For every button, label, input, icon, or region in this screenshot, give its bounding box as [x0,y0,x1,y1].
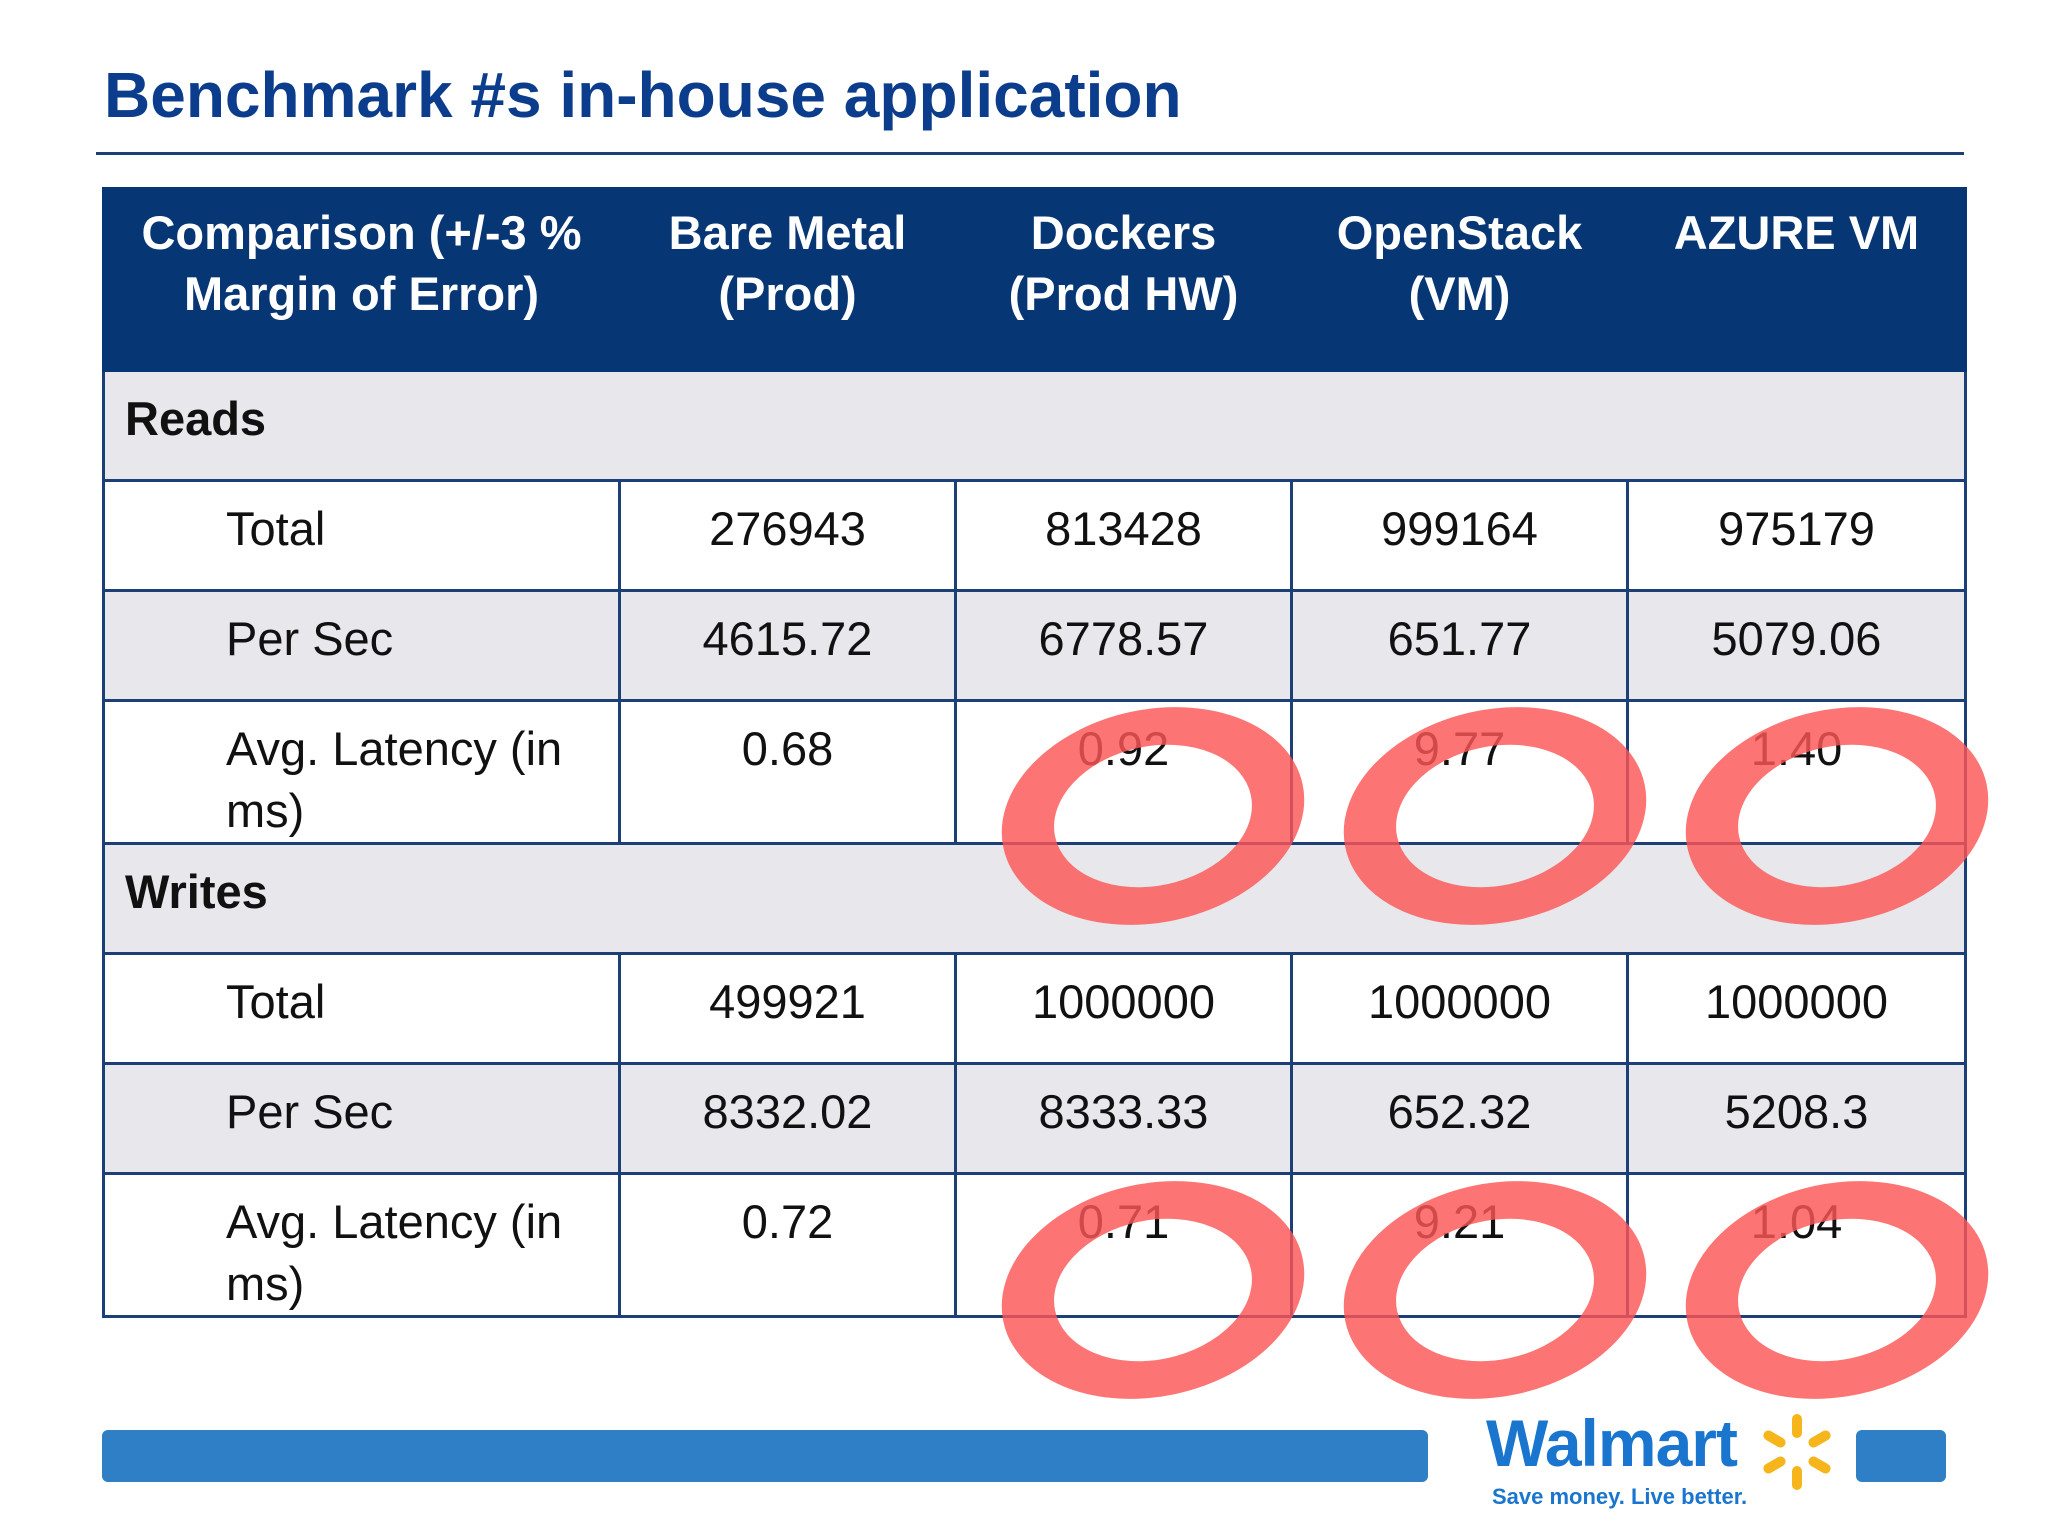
table-row: Avg. Latency (in ms) 0.68 0.92 9.77 1.40 [102,699,1967,845]
cell-value: 652.32 [1290,1062,1629,1175]
section-fill [619,369,1967,482]
section-label-writes: Writes [102,842,620,955]
cell-value: 0.68 [618,699,957,845]
walmart-logo: Walmart Save money. Live better. [1486,1410,1846,1520]
table-row: Total 276943 813428 999164 975179 [102,479,1967,592]
header-dockers: Dockers (Prod HW) [954,187,1293,372]
table-row: Per Sec 8332.02 8333.33 652.32 5208.3 [102,1062,1967,1175]
cell-value: 1.40 [1626,699,1967,845]
cell-value: 5208.3 [1626,1062,1967,1175]
cell-value: 1000000 [1290,952,1629,1065]
header-comparison: Comparison (+/-3 % Margin of Error) [102,187,621,372]
row-label: Avg. Latency (in ms) [102,699,621,845]
row-label: Avg. Latency (in ms) [102,1172,621,1318]
footer-tab [1856,1430,1946,1482]
cell-value: 1.04 [1626,1172,1967,1318]
cell-value: 0.71 [954,1172,1293,1318]
cell-value: 1000000 [1626,952,1967,1065]
logo-wordmark: Walmart [1486,1406,1738,1480]
cell-value: 276943 [618,479,957,592]
cell-value: 975179 [1626,479,1967,592]
cell-value: 6778.57 [954,589,1293,702]
header-openstack: OpenStack (VM) [1290,187,1629,372]
cell-value: 651.77 [1290,589,1629,702]
footer-bar [102,1430,1428,1482]
section-row-reads: Reads [102,369,1967,482]
cell-value: 5079.06 [1626,589,1967,702]
cell-value: 8333.33 [954,1062,1293,1175]
cell-value: 9.77 [1290,699,1629,845]
table-row: Per Sec 4615.72 6778.57 651.77 5079.06 [102,589,1967,702]
cell-value: 4615.72 [618,589,957,702]
slide-title: Benchmark #s in-house application [104,59,1182,131]
table-header-row: Comparison (+/-3 % Margin of Error) Bare… [102,187,1967,372]
title-underline [96,152,1964,155]
cell-value: 9.21 [1290,1172,1629,1318]
row-label: Per Sec [102,589,621,702]
spark-icon [1763,1414,1831,1490]
section-label-reads: Reads [102,369,620,482]
row-label: Total [102,952,621,1065]
cell-value: 999164 [1290,479,1629,592]
benchmark-table: Comparison (+/-3 % Margin of Error) Bare… [102,187,1967,1318]
cell-value: 499921 [618,952,957,1065]
row-label: Per Sec [102,1062,621,1175]
cell-value: 0.72 [618,1172,957,1318]
cell-value: 0.92 [954,699,1293,845]
cell-value: 813428 [954,479,1293,592]
table-row: Total 499921 1000000 1000000 1000000 [102,952,1967,1065]
header-bare-metal: Bare Metal (Prod) [618,187,957,372]
table-row: Avg. Latency (in ms) 0.72 0.71 9.21 1.04 [102,1172,1967,1318]
cell-value: 8332.02 [618,1062,957,1175]
logo-tagline: Save money. Live better. [1492,1484,1748,1509]
cell-value: 1000000 [954,952,1293,1065]
section-row-writes: Writes [102,842,1967,955]
section-fill [619,842,1967,955]
row-label: Total [102,479,621,592]
header-azure-vm: AZURE VM [1626,187,1967,372]
